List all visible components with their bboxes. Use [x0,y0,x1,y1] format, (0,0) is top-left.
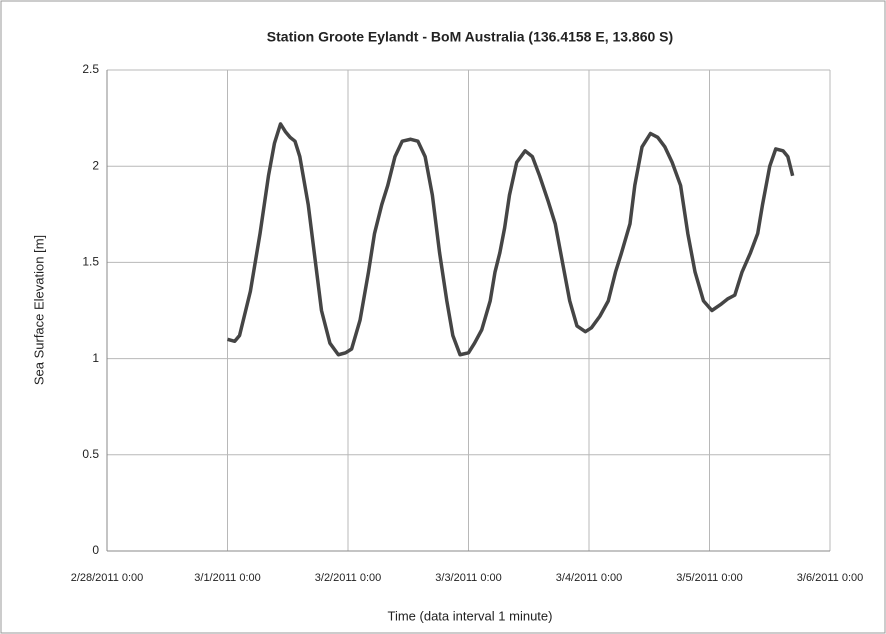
x-tick-label: 2/28/2011 0:00 [71,572,144,584]
y-tick-label: 1.5 [82,255,99,269]
x-axis-label: Time (data interval 1 minute) [388,608,553,623]
y-tick-label: 1 [92,351,99,365]
y-tick-label: 2 [92,158,99,172]
y-axis-label: Sea Surface Elevation [m] [31,235,46,385]
chart-title: Station Groote Eylandt - BoM Australia (… [267,29,673,45]
y-tick-label: 0.5 [82,447,99,461]
x-tick-label: 3/2/2011 0:00 [315,572,381,584]
y-tick-label: 0 [92,543,99,557]
x-tick-label: 3/3/2011 0:00 [435,572,501,584]
x-tick-label: 3/6/2011 0:00 [797,572,863,584]
x-tick-label: 3/5/2011 0:00 [676,572,742,584]
x-tick-label: 3/4/2011 0:00 [556,572,622,584]
x-tick-label: 3/1/2011 0:00 [194,572,260,584]
y-tick-label: 2.5 [82,62,99,76]
data-line [227,122,795,357]
